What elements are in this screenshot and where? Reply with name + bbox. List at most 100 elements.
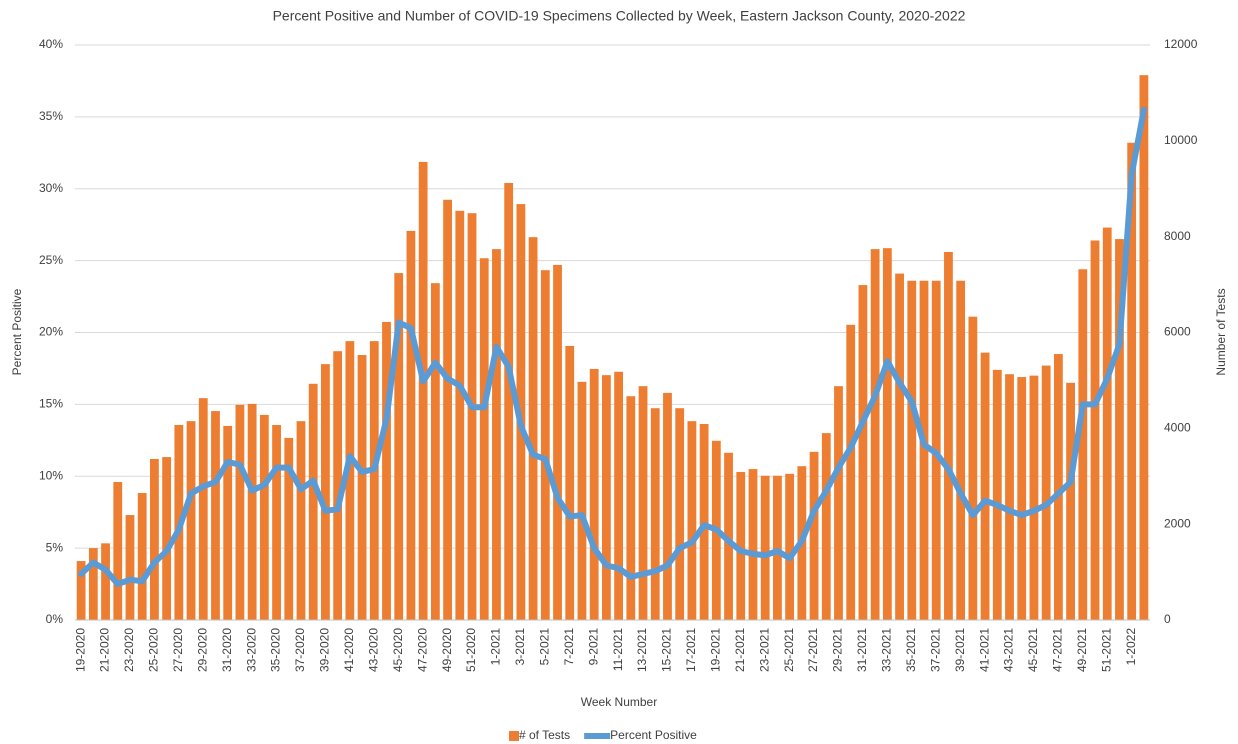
x-tick-label: 5-2021: [537, 628, 551, 666]
x-tick-label: 43-2020: [366, 628, 380, 672]
bar: [357, 355, 367, 620]
bar: [504, 183, 514, 620]
bar: [272, 424, 281, 620]
bar: [235, 404, 245, 620]
x-tick-label: 35-2020: [269, 628, 283, 672]
y2-tick-label: 6000: [1164, 325, 1191, 339]
y-tick-label: 0%: [46, 612, 64, 626]
bar: [614, 371, 624, 620]
bar: [528, 237, 538, 621]
legend-swatch: [509, 731, 519, 741]
legend-label: # of Tests: [519, 728, 570, 742]
x-tick-label: 23-2020: [122, 628, 136, 672]
bar: [369, 341, 379, 620]
bar: [565, 345, 575, 620]
x-tick-label: 25-2021: [782, 628, 796, 672]
x-tick-label: 45-2020: [391, 628, 405, 672]
bar: [430, 283, 440, 620]
bar: [321, 364, 330, 620]
bar: [858, 285, 868, 620]
bar: [479, 258, 489, 620]
bar: [760, 475, 770, 620]
x-tick-label: 33-2021: [880, 628, 894, 672]
bar: [736, 471, 746, 620]
bar: [821, 433, 831, 620]
line: [78, 106, 1147, 588]
x-tick-label: 35-2021: [904, 628, 918, 672]
bar: [223, 425, 233, 620]
bar: [785, 473, 795, 620]
bar: [113, 482, 123, 620]
x-tick-label: 41-2020: [342, 628, 356, 672]
x-tick-label: 9-2021: [586, 628, 600, 666]
bar: [895, 273, 904, 620]
bar: [259, 414, 269, 620]
x-tick-label: 3-2021: [513, 628, 527, 666]
x-tick-label: 49-2020: [440, 628, 454, 672]
bar: [992, 369, 1002, 620]
bar: [406, 230, 416, 620]
bar: [907, 280, 917, 620]
y-axis-label: Percent Positive: [10, 288, 24, 375]
bar: [1139, 75, 1149, 620]
x-tick-label: 27-2020: [171, 628, 185, 672]
y-tick-label: 30%: [39, 181, 63, 195]
x-tick-label: 47-2020: [415, 628, 429, 672]
bar: [870, 249, 880, 620]
bar: [284, 437, 294, 620]
bar: [382, 321, 391, 620]
x-tick-label: 37-2020: [293, 628, 307, 672]
bar: [944, 252, 953, 620]
bar: [1102, 227, 1112, 620]
x-tick-label: 23-2021: [757, 628, 771, 672]
x-tick-label: 39-2020: [318, 628, 332, 672]
y2-tick-label: 0: [1164, 612, 1171, 626]
bar: [553, 264, 562, 620]
bar: [492, 249, 501, 620]
bar: [980, 352, 990, 620]
bar: [394, 273, 404, 620]
y-tick-label: 25%: [39, 253, 63, 267]
bar: [88, 548, 98, 620]
x-axis-label: Week Number: [581, 695, 657, 709]
bar: [1017, 377, 1027, 620]
bar: [211, 411, 220, 620]
x-tick-label: 29-2021: [831, 628, 845, 672]
chart-title: Percent Positive and Number of COVID-19 …: [273, 8, 966, 24]
y2-tick-label: 8000: [1164, 229, 1191, 243]
y-tick-label: 10%: [39, 468, 63, 482]
bar: [699, 424, 709, 620]
x-tick-label: 33-2020: [244, 628, 258, 672]
x-tick-label: 25-2020: [147, 628, 161, 672]
bar: [638, 386, 648, 620]
bar: [748, 469, 758, 620]
bar: [101, 543, 110, 620]
x-tick-label: 17-2021: [684, 628, 698, 672]
x-tick-label: 13-2021: [635, 628, 649, 672]
x-tick-label: 21-2021: [733, 628, 747, 672]
y-tick-label: 35%: [39, 109, 63, 123]
bar: [150, 459, 159, 620]
bar: [809, 451, 819, 620]
bar: [663, 392, 672, 620]
bar: [247, 403, 257, 620]
x-tick-label: 15-2021: [660, 628, 674, 672]
bar: [1078, 269, 1088, 620]
bar: [601, 375, 611, 620]
x-tick-label: 41-2021: [977, 628, 991, 672]
bar: [1115, 239, 1124, 620]
y-tick-label: 20%: [39, 325, 63, 339]
x-tick-label: 31-2020: [220, 628, 234, 672]
bar: [882, 248, 892, 620]
bar: [846, 324, 856, 620]
bar: [1090, 240, 1100, 620]
y2-tick-label: 12000: [1164, 37, 1198, 51]
bar: [162, 457, 172, 620]
y-tick-label: 15%: [39, 397, 63, 411]
x-tick-label: 19-2021: [709, 628, 723, 672]
bar: [1066, 382, 1075, 620]
x-tick-label: 47-2021: [1051, 628, 1065, 672]
x-tick-label: 1-2021: [489, 628, 503, 666]
x-tick-label: 51-2021: [1099, 628, 1113, 672]
